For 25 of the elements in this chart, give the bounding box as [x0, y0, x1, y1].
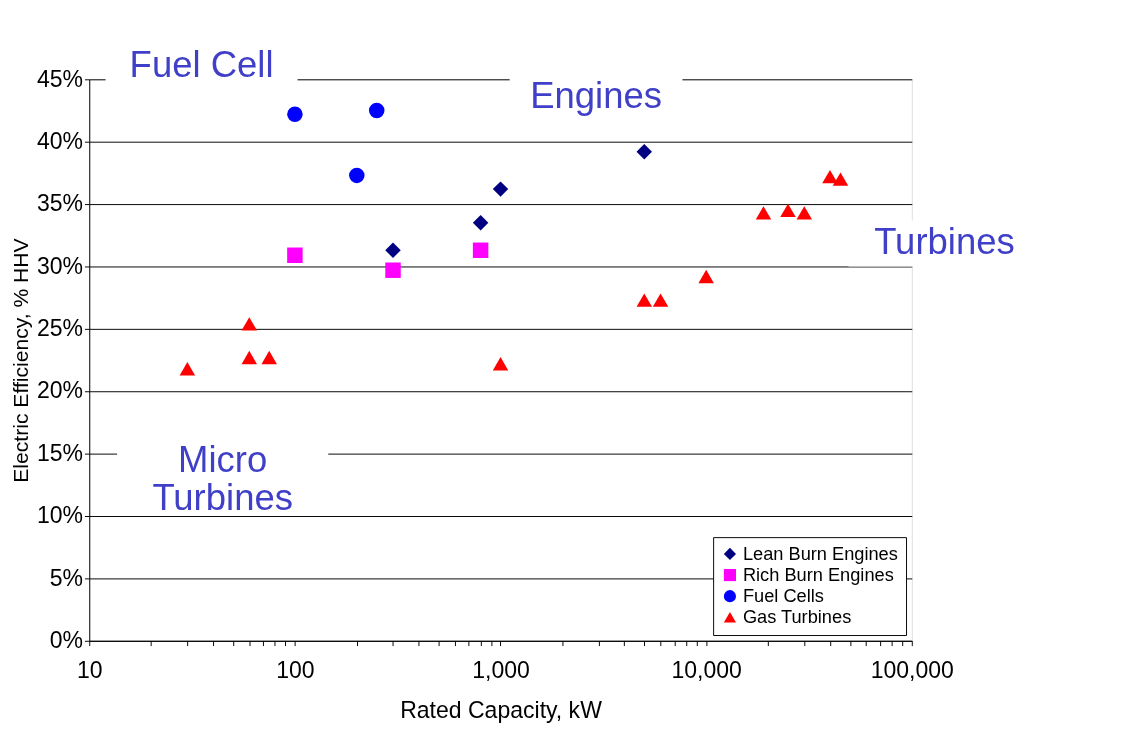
y-tick-label: 15% [36, 439, 84, 466]
x-axis-title: Rated Capacity, kW [400, 697, 603, 724]
y-tick-label: 10% [36, 502, 84, 529]
annotation: Turbines [874, 221, 1015, 263]
legend-label: Rich Burn Engines [742, 563, 894, 585]
y-axis-title: Electric Efficiency, % HHV [9, 238, 33, 483]
x-tick-label: 1,000 [472, 656, 530, 683]
legend-label: Gas Turbines [742, 606, 852, 628]
legend-label: Lean Burn Engines [742, 542, 898, 564]
y-tick-label: 0% [49, 627, 84, 653]
annotation: Micro Turbines [152, 438, 293, 519]
annotation: Engines [530, 75, 662, 117]
x-tick-label: 10 [76, 656, 103, 683]
y-tick-label: 25% [36, 315, 84, 342]
legend-label: Fuel Cells [742, 584, 824, 606]
y-tick-label: 30% [36, 252, 84, 279]
x-tick-label: 100 [276, 656, 315, 683]
y-tick-label: 45% [36, 65, 84, 92]
x-tick-label: 10,000 [671, 656, 742, 683]
y-tick-label: 40% [36, 127, 84, 154]
y-tick-label: 35% [36, 190, 84, 217]
y-tick-label: 20% [36, 377, 84, 404]
annotation: Fuel Cell [129, 44, 274, 86]
y-tick-label: 5% [49, 564, 84, 591]
x-tick-label: 100,000 [870, 656, 954, 683]
